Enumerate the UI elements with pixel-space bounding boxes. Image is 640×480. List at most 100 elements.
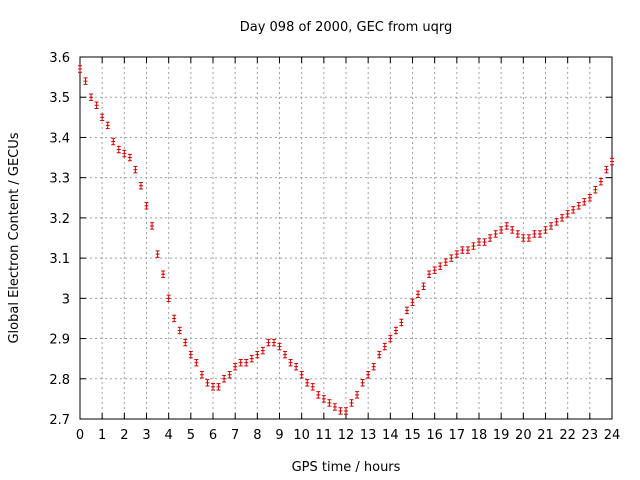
- data-point: [515, 230, 520, 238]
- x-tick-label: 1: [98, 428, 106, 443]
- y-axis-ticks: 2.7 2.8 2.9 3 3.1 3.2 3.3 3.4 3.5 3.6: [49, 51, 612, 428]
- data-point: [150, 222, 155, 230]
- data-point: [382, 342, 387, 351]
- grid-lines: [80, 57, 612, 419]
- data-point: [549, 222, 554, 230]
- data-point: [277, 342, 282, 351]
- y-tick-label: 3.1: [49, 252, 70, 267]
- data-point: [100, 113, 105, 122]
- data-point: [266, 338, 271, 347]
- y-tick-label: 2.7: [49, 413, 70, 428]
- data-point: [560, 214, 565, 222]
- data-point: [427, 270, 432, 278]
- data-point: [460, 246, 465, 254]
- y-tick-label: 3.4: [49, 131, 70, 146]
- data-point: [482, 238, 487, 246]
- data-point: [338, 407, 343, 415]
- data-point: [499, 226, 504, 234]
- data-point: [510, 226, 515, 234]
- data-point: [188, 350, 193, 359]
- data-point: [271, 338, 276, 347]
- data-point: [360, 379, 365, 387]
- chart-title: Day 098 of 2000, GEC from uqrg: [240, 20, 453, 35]
- data-point: [571, 206, 576, 214]
- y-tick-label: 2.8: [49, 373, 70, 388]
- data-point: [172, 314, 177, 323]
- x-tick-label: 2: [120, 428, 128, 443]
- data-point: [227, 371, 232, 379]
- data-point: [310, 383, 315, 391]
- data-point: [294, 362, 299, 371]
- data-point: [399, 318, 404, 327]
- y-tick-label: 3.2: [49, 212, 70, 227]
- data-point: [410, 298, 415, 307]
- data-point: [211, 383, 215, 391]
- x-axis-ticks: 0 1 2 3 4 5 6 7 8 9 10 11 12 13 14 15 16 17 18 19 20 21 22 23 24: [76, 57, 620, 443]
- data-point: [432, 266, 437, 274]
- data-point: [598, 177, 603, 186]
- data-point: [366, 371, 371, 379]
- y-tick-label: 3.6: [49, 51, 70, 66]
- data-point: [244, 358, 249, 367]
- data-point: [78, 65, 82, 73]
- data-point: [582, 198, 587, 206]
- data-point: [127, 153, 132, 162]
- data-point: [260, 346, 265, 355]
- data-point: [576, 202, 581, 210]
- data-point: [504, 222, 509, 230]
- y-axis-label: Global Electron Content / GECUs: [7, 132, 22, 343]
- data-point: [321, 395, 326, 403]
- x-tick-label: 4: [165, 428, 173, 443]
- data-point: [94, 101, 99, 109]
- x-tick-label: 24: [604, 428, 621, 443]
- data-point: [116, 145, 121, 154]
- x-tick-label: 20: [515, 428, 532, 443]
- data-point: [477, 238, 481, 246]
- x-tick-label: 19: [493, 428, 510, 443]
- data-point: [454, 250, 459, 258]
- data-point: [327, 399, 332, 407]
- data-point: [521, 234, 526, 242]
- data-point: [587, 194, 592, 202]
- data-point: [183, 338, 188, 347]
- data-point: [532, 230, 537, 238]
- data-point: [554, 218, 559, 226]
- y-tick-label: 2.9: [49, 333, 70, 348]
- x-tick-label: 0: [76, 428, 84, 443]
- data-point: [349, 399, 354, 407]
- data-point: [332, 403, 337, 411]
- data-point: [161, 270, 166, 278]
- x-tick-label: 6: [209, 428, 217, 443]
- data-point: [83, 77, 88, 85]
- data-point: [155, 250, 160, 258]
- data-point: [144, 202, 149, 210]
- data-point: [255, 350, 260, 359]
- data-point: [465, 246, 470, 254]
- x-tick-label: 12: [338, 428, 355, 443]
- data-point: [449, 254, 454, 262]
- data-point: [316, 391, 321, 399]
- x-axis-label: GPS time / hours: [292, 460, 401, 475]
- x-tick-label: 3: [142, 428, 150, 443]
- x-tick-label: 13: [360, 428, 377, 443]
- data-points: [78, 65, 614, 415]
- x-tick-label: 15: [404, 428, 421, 443]
- x-tick-label: 8: [253, 428, 261, 443]
- data-point: [299, 371, 304, 379]
- y-tick-label: 3: [62, 292, 70, 307]
- data-point: [199, 371, 204, 379]
- data-point: [233, 362, 238, 371]
- x-tick-label: 14: [382, 428, 399, 443]
- x-tick-label: 21: [537, 428, 554, 443]
- y-tick-label: 3.5: [49, 91, 70, 106]
- data-point: [493, 230, 498, 238]
- data-point: [305, 379, 310, 387]
- data-point: [222, 375, 227, 383]
- data-point: [393, 326, 398, 335]
- y-tick-label: 3.3: [49, 172, 70, 187]
- x-tick-label: 22: [559, 428, 576, 443]
- data-point: [526, 234, 531, 242]
- data-point: [471, 242, 476, 250]
- data-point: [283, 350, 288, 359]
